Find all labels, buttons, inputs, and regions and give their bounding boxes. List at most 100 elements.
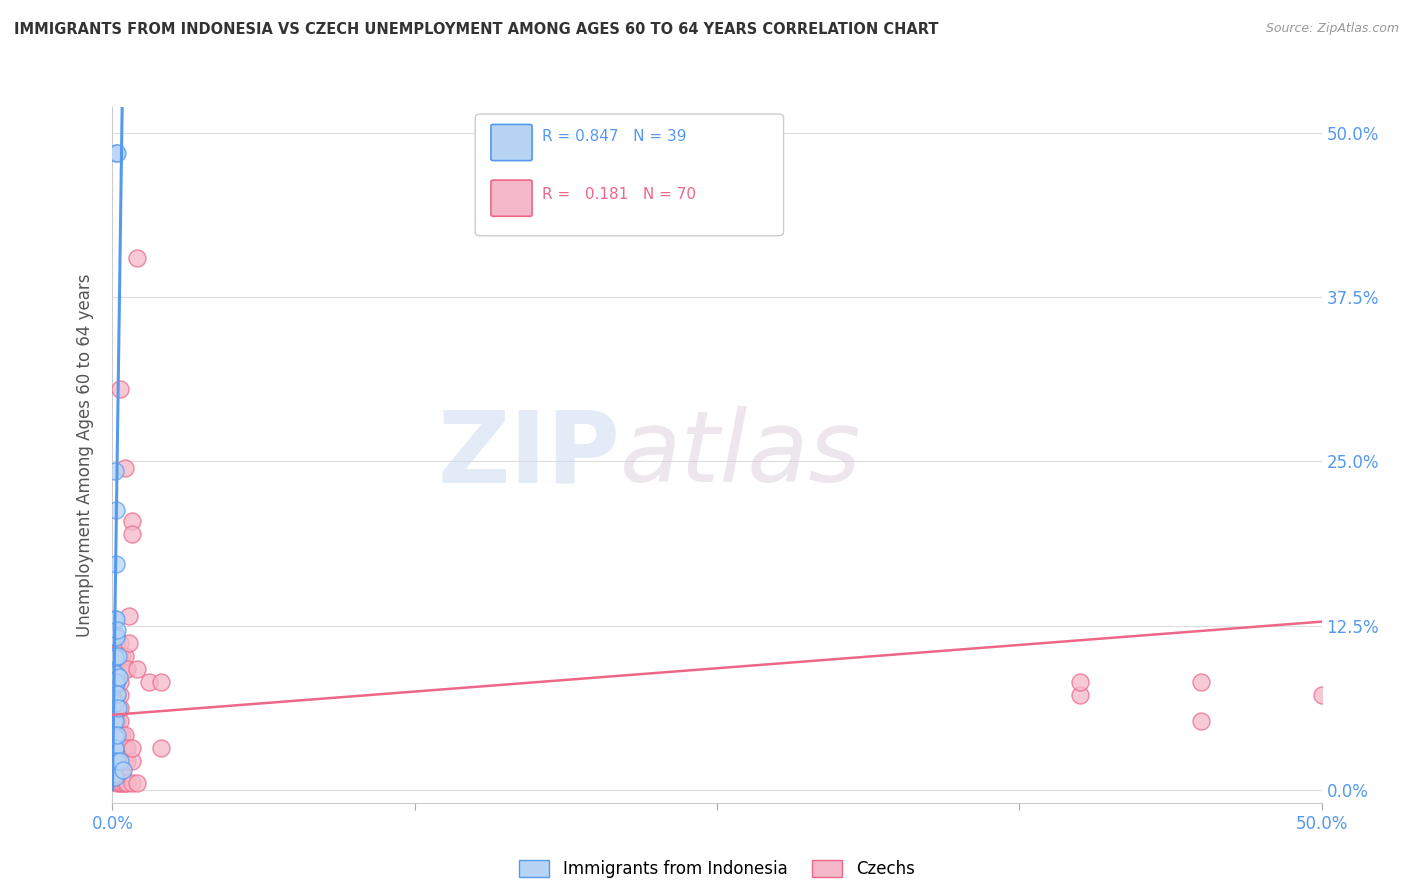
Point — [121, 526, 143, 541]
Point — [104, 464, 127, 478]
Point — [104, 740, 127, 755]
Point — [125, 251, 148, 265]
Point — [104, 678, 127, 692]
Point — [114, 754, 136, 768]
Point — [104, 648, 127, 663]
Point — [104, 767, 127, 781]
Point — [1189, 675, 1212, 690]
Point — [104, 696, 127, 710]
Point — [103, 727, 125, 741]
Point — [118, 635, 141, 649]
Point — [1069, 675, 1091, 690]
Legend: Immigrants from Indonesia, Czechs: Immigrants from Indonesia, Czechs — [513, 854, 921, 885]
Point — [104, 503, 127, 517]
Point — [104, 557, 127, 571]
Point — [105, 688, 128, 702]
Point — [104, 667, 127, 681]
Point — [108, 648, 131, 663]
Text: ZIP: ZIP — [437, 407, 620, 503]
Point — [105, 675, 128, 690]
Point — [108, 382, 131, 396]
Point — [121, 754, 143, 768]
Point — [104, 730, 127, 744]
Point — [111, 767, 134, 781]
Point — [105, 740, 128, 755]
Point — [138, 675, 160, 690]
Point — [149, 675, 172, 690]
Text: atlas: atlas — [620, 407, 862, 503]
Point — [108, 727, 131, 741]
Point — [108, 740, 131, 755]
Point — [108, 688, 131, 702]
Point — [118, 609, 141, 624]
Point — [1310, 688, 1333, 702]
Point — [121, 740, 143, 755]
Point — [111, 648, 134, 663]
Point — [1069, 688, 1091, 702]
Point — [105, 727, 128, 741]
Point — [105, 662, 128, 676]
Point — [103, 740, 125, 755]
FancyBboxPatch shape — [475, 114, 783, 235]
Point — [103, 665, 125, 679]
Point — [105, 687, 128, 701]
Point — [103, 767, 125, 781]
Point — [105, 146, 128, 161]
Point — [104, 714, 127, 729]
Point — [115, 754, 138, 768]
Point — [103, 693, 125, 707]
Text: R =   0.181   N = 70: R = 0.181 N = 70 — [541, 186, 696, 202]
Point — [111, 763, 134, 777]
Point — [105, 727, 128, 741]
Text: IMMIGRANTS FROM INDONESIA VS CZECH UNEMPLOYMENT AMONG AGES 60 TO 64 YEARS CORREL: IMMIGRANTS FROM INDONESIA VS CZECH UNEMP… — [14, 22, 939, 37]
Point — [104, 727, 127, 741]
Point — [111, 727, 134, 741]
FancyBboxPatch shape — [491, 180, 531, 216]
Point — [105, 645, 128, 659]
Point — [108, 701, 131, 715]
Point — [105, 688, 128, 702]
Point — [104, 743, 127, 757]
Point — [114, 648, 136, 663]
Point — [107, 701, 129, 715]
Point — [108, 675, 131, 690]
Point — [121, 514, 143, 528]
Point — [105, 714, 128, 729]
Point — [115, 662, 138, 676]
Point — [125, 662, 148, 676]
Y-axis label: Unemployment Among Ages 60 to 64 years: Unemployment Among Ages 60 to 64 years — [76, 273, 94, 637]
Point — [114, 461, 136, 475]
Point — [103, 713, 125, 727]
Point — [107, 648, 129, 663]
Point — [105, 701, 128, 715]
Point — [114, 776, 136, 790]
Point — [108, 754, 131, 768]
Point — [105, 623, 128, 637]
Point — [115, 776, 138, 790]
Point — [104, 754, 127, 768]
Point — [108, 767, 131, 781]
Point — [111, 776, 134, 790]
Point — [114, 740, 136, 755]
Point — [1189, 714, 1212, 729]
Point — [105, 146, 128, 161]
Point — [104, 612, 127, 626]
Point — [108, 662, 131, 676]
Point — [104, 770, 127, 784]
FancyBboxPatch shape — [491, 124, 531, 161]
Point — [111, 662, 134, 676]
Point — [105, 776, 128, 790]
Point — [105, 754, 128, 768]
Point — [125, 776, 148, 790]
Point — [104, 756, 127, 771]
Text: R = 0.847   N = 39: R = 0.847 N = 39 — [541, 129, 686, 145]
Text: Source: ZipAtlas.com: Source: ZipAtlas.com — [1265, 22, 1399, 36]
Point — [111, 740, 134, 755]
Point — [104, 631, 127, 645]
Point — [114, 727, 136, 741]
Point — [105, 754, 128, 768]
Point — [115, 740, 138, 755]
Point — [104, 740, 127, 755]
Point — [105, 631, 128, 645]
Point — [104, 628, 127, 642]
